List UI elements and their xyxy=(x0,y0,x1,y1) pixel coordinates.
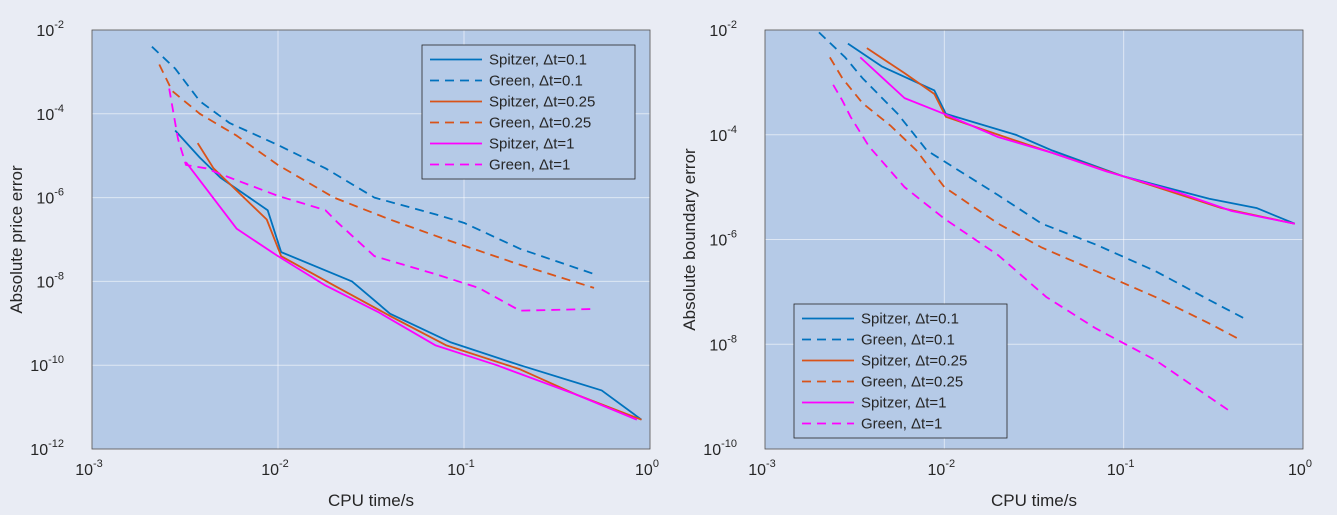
series-line xyxy=(829,56,1242,341)
y-tick-label: 10-2 xyxy=(36,19,64,40)
x-tick-label: 10-2 xyxy=(928,458,956,479)
series-line xyxy=(859,56,1295,225)
legend: Spitzer, Δt=0.1 Green, Δt=0.1 Spitzer, Δt=… xyxy=(793,303,1008,439)
series-group xyxy=(151,46,643,421)
y-tick-label: 10-8 xyxy=(36,270,64,291)
legend-entry: Spitzer, Δt=1 xyxy=(861,395,946,412)
x-tick-label: 10-3 xyxy=(75,458,103,479)
price-error-chart: 10-3 10-2 10-1 100 10-12 10-10 10-8 10-6 10-4 10-… xyxy=(7,19,659,510)
y-axis-label: Absolute price error xyxy=(7,165,26,314)
y-tick-label: 10-6 xyxy=(36,187,64,208)
x-tick-label: 10-3 xyxy=(748,458,776,479)
x-tick-label: 10-1 xyxy=(447,458,475,479)
x-tick-label: 100 xyxy=(1288,458,1312,479)
y-axis-label: Absolute boundary error xyxy=(680,148,699,331)
x-tick-label: 10-1 xyxy=(1107,458,1135,479)
legend-entry: Spitzer, Δt=0.25 xyxy=(861,353,967,370)
x-axis-label: CPU time/s xyxy=(328,491,414,510)
legend-entry: Spitzer, Δt=0.1 xyxy=(489,52,587,69)
y-tick-label: 10-2 xyxy=(709,19,737,40)
x-tick-label: 10-2 xyxy=(261,458,289,479)
series-line xyxy=(158,64,595,289)
series-group xyxy=(818,31,1296,414)
legend-entry: Green, Δt=0.25 xyxy=(861,374,963,391)
y-tick-label: 10-10 xyxy=(703,438,737,459)
boundary-error-chart: 10-3 10-2 10-1 100 10-10 10-8 10-6 10-4 10-2 CPU … xyxy=(680,19,1312,510)
series-line xyxy=(196,142,642,421)
axes-box xyxy=(764,29,1304,450)
legend-entry: Spitzer, Δt=0.1 xyxy=(861,311,959,328)
axes-box xyxy=(91,29,651,450)
series-line xyxy=(832,84,1233,414)
legend-entry: Spitzer, Δt=0.25 xyxy=(489,94,595,111)
series-line xyxy=(168,88,595,312)
y-tick-label: 10-6 xyxy=(709,229,737,250)
series-line xyxy=(866,47,1295,225)
legend-entry: Green, Δt=0.25 xyxy=(489,115,591,132)
legend-entry: Green, Δt=0.1 xyxy=(489,73,583,90)
legend-entry: Green, Δt=1 xyxy=(489,157,570,174)
legend-entry: Green, Δt=0.1 xyxy=(861,332,955,349)
series-line xyxy=(151,46,595,275)
legend-entry: Green, Δt=1 xyxy=(861,416,942,433)
series-line xyxy=(818,31,1247,321)
x-tick-label: 100 xyxy=(635,458,659,479)
series-line xyxy=(847,42,1296,225)
legend-box xyxy=(793,303,1008,439)
y-tick-label: 10-12 xyxy=(30,438,64,459)
legend-box xyxy=(421,44,636,180)
y-tick-label: 10-4 xyxy=(709,124,737,145)
y-tick-label: 10-4 xyxy=(36,103,64,124)
x-axis-label: CPU time/s xyxy=(991,491,1077,510)
y-tick-label: 10-10 xyxy=(30,354,64,375)
series-line xyxy=(185,161,638,421)
y-tick-label: 10-8 xyxy=(709,333,737,354)
legend-entry: Spitzer, Δt=1 xyxy=(489,136,574,153)
legend: Spitzer, Δt=0.1 Green, Δt=0.1 Spitzer, Δt=… xyxy=(421,44,636,180)
